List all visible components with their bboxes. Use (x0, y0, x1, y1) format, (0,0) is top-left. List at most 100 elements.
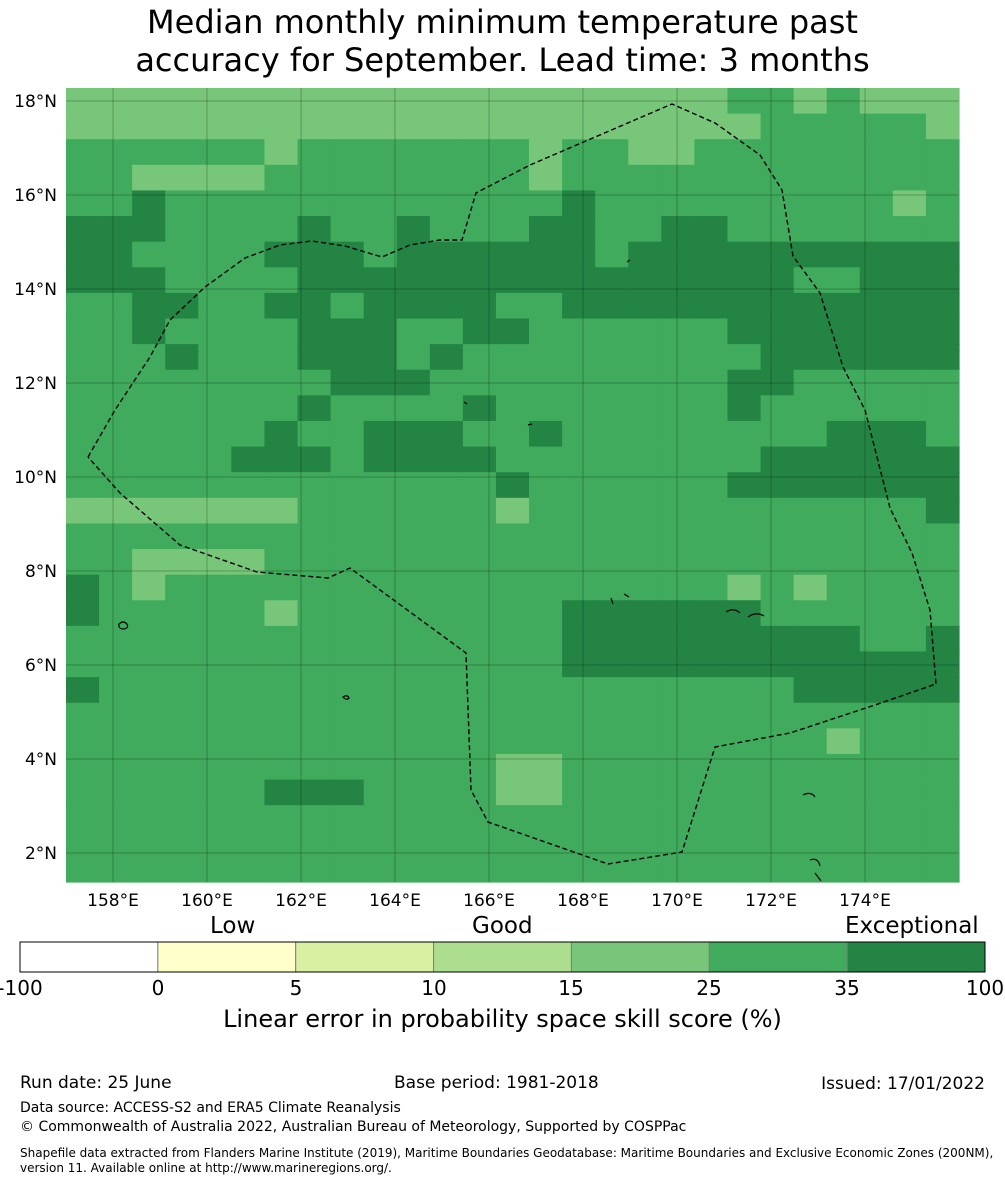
grid-cell (330, 549, 365, 576)
grid-cell (462, 549, 497, 576)
grid-cell (330, 497, 365, 525)
grid-cell (760, 753, 795, 781)
grid-cell (99, 677, 133, 704)
grid-cell (661, 139, 695, 166)
grid-cell (793, 651, 828, 678)
grid-cell (529, 216, 563, 243)
longitude-label: 160°E (181, 891, 233, 911)
grid-cell (264, 267, 299, 294)
grid-cell (562, 216, 596, 243)
grid-cell (165, 472, 199, 499)
grid-cell (727, 805, 762, 832)
grid-cell (826, 574, 861, 601)
grid-cell (760, 113, 795, 140)
grid-cell (132, 267, 166, 294)
grid-cell (562, 625, 596, 653)
grid-cell (859, 805, 894, 832)
grid-cell (727, 651, 762, 678)
grid-cell (363, 267, 398, 294)
grid-cell (462, 625, 497, 653)
grid-cell (529, 549, 563, 576)
grid-cell (363, 625, 398, 653)
grid-cell (198, 344, 232, 371)
grid-cell (231, 267, 266, 294)
grid-cell (99, 497, 133, 525)
grid-cell (793, 164, 828, 192)
grid-cell (661, 523, 695, 550)
grid-cell (694, 318, 729, 345)
grid-cell (892, 856, 927, 883)
grid-cell (396, 472, 431, 499)
grid-cell (264, 497, 299, 525)
grid-cell (165, 830, 199, 857)
grid-cell (264, 344, 299, 371)
grid-cell (99, 779, 133, 806)
grid-cell (562, 753, 596, 781)
grid-cell (595, 805, 629, 832)
grid-cell (99, 267, 133, 294)
grid-cell (694, 190, 729, 217)
grid-cell (429, 753, 464, 781)
colorbar-tick: -100 (0, 976, 43, 1000)
grid-cell (727, 728, 762, 755)
grid-cell (396, 446, 431, 473)
grid-cell (495, 523, 530, 550)
grid-cell (793, 241, 828, 268)
grid-cell (462, 805, 497, 832)
grid-cell (363, 600, 398, 627)
colorbar-segment (708, 941, 848, 973)
grid-cell (925, 753, 960, 781)
grid-cell (859, 241, 894, 268)
grid-cell (429, 369, 464, 396)
grid-cell (66, 651, 100, 678)
grid-cell (495, 497, 530, 525)
grid-cell (297, 805, 332, 832)
grid-cell (495, 625, 530, 653)
grid-cell (165, 600, 199, 627)
grid-cell (132, 88, 166, 115)
grid-cell (198, 574, 232, 601)
grid-cell (562, 574, 596, 601)
grid-cell (694, 574, 729, 601)
grid-cell (529, 241, 563, 268)
grid-cell (264, 549, 299, 576)
grid-cell (132, 113, 166, 140)
grid-cell (925, 779, 960, 806)
grid-cell (297, 292, 332, 320)
grid-cell (99, 292, 133, 320)
grid-cell (628, 728, 662, 755)
grid-cell (760, 805, 795, 832)
grid-cell (132, 241, 166, 268)
grid-cell (892, 702, 927, 729)
grid-cell (429, 267, 464, 294)
grid-cell (198, 420, 232, 448)
grid-cell (793, 292, 828, 320)
grid-cell (562, 497, 596, 525)
grid-cell (396, 497, 431, 525)
grid-cell (661, 805, 695, 832)
grid-cell (132, 753, 166, 781)
grid-cell (826, 651, 861, 678)
grid-cell (330, 88, 365, 115)
grid-cell (859, 753, 894, 781)
colorbar-outline (19, 941, 986, 973)
grid-cell (859, 574, 894, 601)
grid-cell (628, 420, 662, 448)
grid-cell (562, 190, 596, 217)
grid-cell (264, 702, 299, 729)
grid-cell (66, 216, 100, 243)
grid-cell (495, 856, 530, 883)
grid-cell (628, 113, 662, 140)
grid-cell (595, 549, 629, 576)
grid-cell (66, 88, 100, 115)
grid-cell (99, 600, 133, 627)
grid-cell (495, 369, 530, 396)
grid-cell (562, 164, 596, 192)
grid-cell (859, 267, 894, 294)
grid-cell (529, 292, 563, 320)
grid-cell (396, 677, 431, 704)
grid-cell (198, 318, 232, 345)
grid-cell (495, 600, 530, 627)
grid-cell (66, 549, 100, 576)
grid-cell (363, 753, 398, 781)
